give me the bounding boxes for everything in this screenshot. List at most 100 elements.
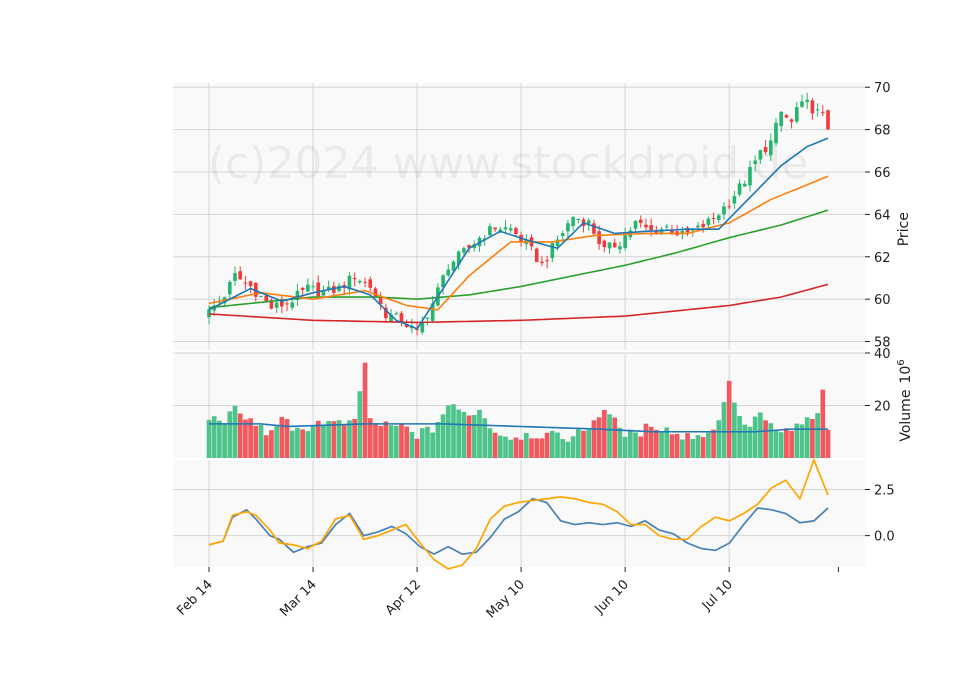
candle xyxy=(306,278,310,293)
candle xyxy=(607,242,612,254)
volume-bar xyxy=(742,424,748,458)
candle-body xyxy=(285,303,289,305)
volume-bar xyxy=(310,425,316,458)
volume-bar xyxy=(638,436,644,458)
volume-bar xyxy=(690,438,696,458)
volume-bar xyxy=(279,417,285,458)
candle-body xyxy=(690,229,695,231)
volume-bar xyxy=(336,420,342,458)
candle-body xyxy=(722,206,726,215)
volume-bar xyxy=(627,429,633,458)
candle-body xyxy=(389,314,393,322)
volume-bar xyxy=(747,426,753,458)
candle xyxy=(696,222,700,230)
price-moving-averages xyxy=(208,137,829,330)
candle xyxy=(514,226,518,237)
price-grid xyxy=(173,83,865,350)
candle-body xyxy=(571,217,575,226)
volume-ma-line xyxy=(209,423,828,433)
candle-body xyxy=(290,302,295,308)
candle-body xyxy=(300,287,305,291)
candle xyxy=(311,280,315,292)
candle-body xyxy=(649,225,653,231)
volume-bar xyxy=(305,431,311,458)
candle xyxy=(316,275,321,300)
candle-body xyxy=(384,307,388,319)
candle-body xyxy=(607,242,612,249)
candle-body xyxy=(820,112,825,114)
candle-body xyxy=(508,228,513,231)
volume-bar xyxy=(326,421,331,458)
candle-body xyxy=(446,269,451,276)
candle xyxy=(347,272,352,296)
volume-bar xyxy=(217,420,222,458)
candle xyxy=(644,218,648,231)
candle-body xyxy=(602,240,607,248)
volume-bar xyxy=(383,421,389,458)
candle xyxy=(508,223,513,233)
volume-bar xyxy=(425,426,430,458)
candle xyxy=(399,311,404,327)
volume-bar xyxy=(700,437,706,458)
ma-long-line xyxy=(208,283,829,324)
candle-body xyxy=(462,248,466,253)
candle-body xyxy=(394,313,399,315)
candle-body xyxy=(430,303,435,321)
candle xyxy=(248,280,253,294)
volume-bar xyxy=(253,425,259,458)
price-tick-label: 58 xyxy=(874,336,891,351)
volume-bar xyxy=(263,435,269,458)
candle xyxy=(295,283,300,306)
volume-bar xyxy=(529,438,534,458)
candle xyxy=(623,227,627,251)
indicator-tick-label: 0.0 xyxy=(874,530,895,545)
volume-axis-unit-exponent: 6 xyxy=(896,359,907,365)
candle-body xyxy=(451,261,456,271)
candle xyxy=(774,118,778,146)
volume-bar xyxy=(596,417,602,458)
candle-body xyxy=(732,196,737,204)
volume-bar xyxy=(825,429,831,458)
candle xyxy=(425,317,430,326)
volume-bar xyxy=(523,432,529,458)
candle xyxy=(727,199,731,210)
candle-body xyxy=(404,324,409,328)
volume-bar xyxy=(685,433,690,458)
candle-body xyxy=(280,299,284,307)
candle-body xyxy=(597,231,601,245)
volume-bar xyxy=(752,416,758,458)
candle xyxy=(269,298,274,310)
price-y-ticks: 58 60 62 64 66 68 70 xyxy=(865,81,891,351)
volume-bar xyxy=(680,439,685,458)
candle-body xyxy=(810,100,815,114)
volume-bar xyxy=(539,438,545,458)
candle xyxy=(810,97,815,120)
candle-body xyxy=(805,99,810,103)
candle-body xyxy=(815,109,820,111)
volume-bar xyxy=(664,427,670,458)
volume-bar xyxy=(820,389,826,458)
candle-body xyxy=(326,286,331,290)
candle xyxy=(592,219,596,237)
candle xyxy=(758,149,763,164)
volume-bar xyxy=(513,437,519,458)
volume-bar xyxy=(695,435,701,458)
volume-bar xyxy=(659,431,664,458)
volume-bar xyxy=(362,362,368,458)
candle xyxy=(394,311,399,316)
volume-bar xyxy=(222,423,227,458)
volume-bar xyxy=(347,420,352,458)
candle-body xyxy=(664,226,669,228)
candle xyxy=(800,94,804,108)
candle-body xyxy=(706,218,711,225)
candle-body xyxy=(727,206,731,208)
candle xyxy=(488,223,492,238)
candle-body xyxy=(638,219,643,223)
candle-body xyxy=(633,220,638,229)
volume-bar xyxy=(321,424,326,458)
indicator-panel: 0.0 2.5 xyxy=(173,457,895,570)
candle xyxy=(373,286,378,298)
volume-bar xyxy=(414,438,420,458)
volume-bar xyxy=(227,411,233,458)
